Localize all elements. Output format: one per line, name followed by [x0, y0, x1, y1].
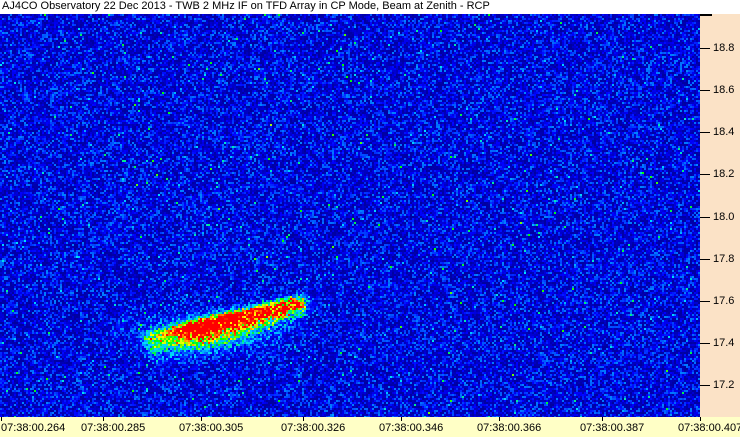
time-tick: [401, 417, 402, 421]
freq-tick: [700, 259, 710, 260]
freq-tick: [700, 90, 710, 91]
time-tick-label: 07:38:00.264: [1, 422, 66, 434]
time-tick-label: 07:38:00.305: [179, 422, 244, 434]
time-tick-label: 07:38:00.285: [81, 422, 146, 434]
freq-tick-label: 17.6: [713, 295, 735, 307]
time-tick-label: 07:38:00.387: [580, 422, 645, 434]
title-bar: AJ4CO Observatory 22 Dec 2013 - TWB 2 MH…: [0, 0, 740, 14]
freq-tick: [700, 385, 710, 386]
freq-tick-label: 17.8: [713, 253, 735, 265]
freq-tick-label: 18.2: [713, 168, 735, 180]
freq-tick: [700, 174, 710, 175]
freq-tick-label: 18.6: [713, 84, 735, 96]
freq-tick-label: 17.4: [713, 337, 735, 349]
spectrogram-canvas: [0, 14, 700, 417]
time-tick-label: 07:38:00.407: [678, 422, 740, 434]
freq-tick-label: 17.2: [713, 379, 735, 391]
time-axis: 07:38:00.264 07:38:00.285 07:38:00.305 07:3…: [0, 417, 740, 437]
time-tick: [499, 417, 500, 421]
time-tick-label: 07:38:00.366: [477, 422, 542, 434]
time-tick: [303, 417, 304, 421]
time-tick: [103, 417, 104, 421]
time-tick: [201, 417, 202, 421]
time-tick-label: 07:38:00.346: [379, 422, 444, 434]
freq-tick: [700, 132, 710, 133]
frequency-axis: 18.8 18.6 18.4 18.2 18.0 17.8 17.6 17.4 17.2: [700, 14, 740, 417]
freq-tick: [700, 48, 710, 49]
freq-tick-label: 18.8: [713, 42, 735, 54]
freq-tick: [700, 343, 710, 344]
freq-tick-label: 18.0: [713, 211, 735, 223]
window-title: AJ4CO Observatory 22 Dec 2013 - TWB 2 MH…: [2, 0, 490, 12]
time-tick: [1, 417, 2, 421]
freq-tick: [700, 217, 710, 218]
freq-tick: [700, 301, 710, 302]
time-tick: [700, 417, 701, 421]
bottom-strip: [0, 437, 740, 441]
time-tick: [602, 417, 603, 421]
freq-axis-top-tick: [700, 14, 712, 16]
freq-tick-label: 18.4: [713, 126, 735, 138]
time-tick-label: 07:38:00.326: [281, 422, 346, 434]
